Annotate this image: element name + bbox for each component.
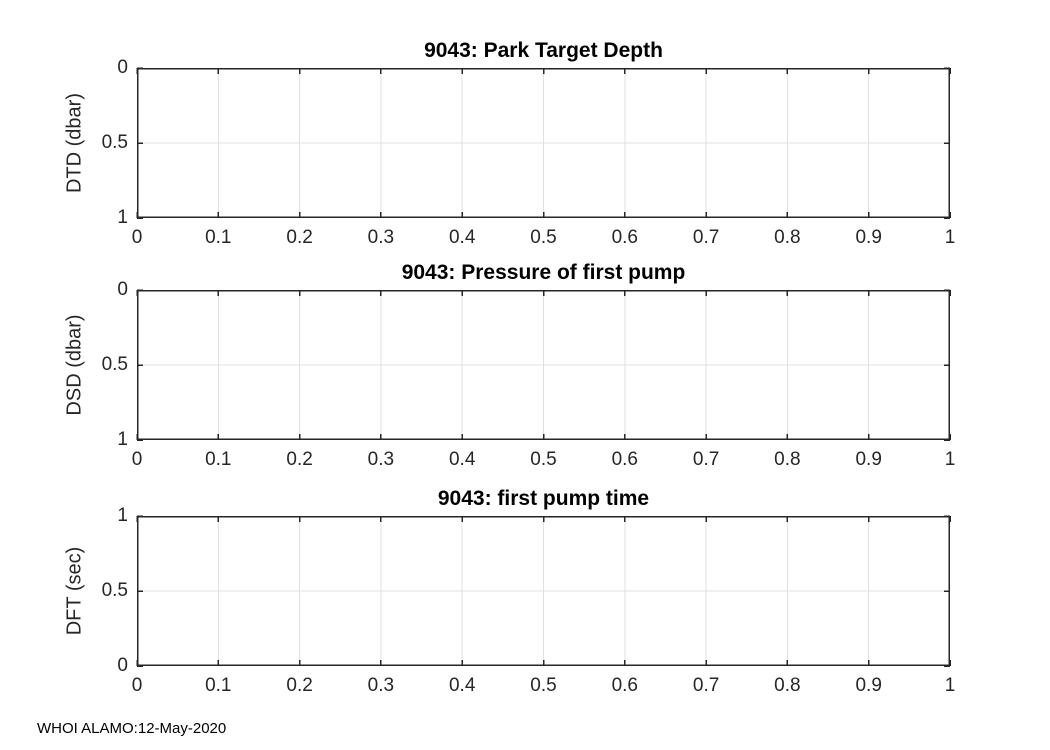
x-tick-label: 0.3 xyxy=(367,227,395,248)
plot-area xyxy=(136,515,951,667)
plot-title: 9043: Pressure of first pump xyxy=(401,260,686,284)
y-tick-label: 0 xyxy=(117,57,128,78)
y-tick-labels: 0 0.5 1 xyxy=(68,279,128,450)
x-tick-label: 0.6 xyxy=(611,449,639,470)
x-tick-label: 0.1 xyxy=(205,675,232,696)
y-tick-labels: 0 0.5 1 xyxy=(68,505,128,676)
x-tick-label: 0 xyxy=(131,675,143,696)
y-tick-label: 0.5 xyxy=(101,354,128,375)
x-tick-label: 1 xyxy=(944,449,956,470)
x-tick-label: 0.9 xyxy=(855,675,882,696)
x-tick-label: 0.1 xyxy=(205,227,232,248)
subplot-park-target-depth: 9043: Park Target Depth DTD (dbar) 0 0.5 1… xyxy=(64,39,956,248)
x-tick-label: 0.5 xyxy=(530,449,557,470)
y-tick-label: 0.5 xyxy=(101,132,128,153)
x-tick-label: 0.8 xyxy=(774,449,801,470)
x-tick-label: 0 xyxy=(131,227,143,248)
y-tick-label: 1 xyxy=(117,429,128,450)
plot-title: 9043: Park Target Depth xyxy=(424,38,663,62)
y-tick-label: 0.5 xyxy=(101,580,128,601)
x-tick-label: 0 xyxy=(131,449,143,470)
x-tick-label: 0.2 xyxy=(286,449,313,470)
x-tick-label: 0.2 xyxy=(286,227,313,248)
x-tick-labels: 0 0.1 0.2 0.3 0.4 0.5 0.6 0.7 0.8 0.9 1 xyxy=(132,449,956,473)
y-tick-label: 1 xyxy=(117,207,128,228)
x-tick-label: 1 xyxy=(944,675,956,696)
x-tick-label: 0.4 xyxy=(448,449,476,470)
y-tick-labels: 0 0.5 1 xyxy=(68,57,128,228)
x-tick-label: 0.3 xyxy=(367,675,395,696)
y-tick-label: 0 xyxy=(117,655,128,676)
x-tick-label: 0.3 xyxy=(367,449,395,470)
x-tick-label: 0.2 xyxy=(286,675,313,696)
x-tick-labels: 0 0.1 0.2 0.3 0.4 0.5 0.6 0.7 0.8 0.9 1 xyxy=(132,675,956,699)
x-tick-label: 0.6 xyxy=(611,227,639,248)
x-tick-label: 0.4 xyxy=(448,675,476,696)
x-tick-label: 0.1 xyxy=(205,449,232,470)
x-tick-label: 0.7 xyxy=(692,449,720,470)
plot-area xyxy=(136,67,951,219)
x-tick-label: 0.7 xyxy=(692,227,720,248)
plot-title: 9043: first pump time xyxy=(437,486,650,510)
y-tick-label: 0 xyxy=(117,279,128,300)
x-tick-label: 0.4 xyxy=(448,227,476,248)
y-tick-label: 1 xyxy=(117,505,128,526)
x-tick-label: 0.9 xyxy=(855,227,882,248)
x-tick-label: 0.5 xyxy=(530,675,557,696)
plot-area xyxy=(136,289,951,441)
watermark-text: WHOI ALAMO:12-May-2020 xyxy=(37,720,227,737)
x-tick-label: 0.7 xyxy=(692,675,720,696)
x-tick-label: 0.5 xyxy=(530,227,557,248)
x-tick-labels: 0 0.1 0.2 0.3 0.4 0.5 0.6 0.7 0.8 0.9 1 xyxy=(132,227,956,251)
x-tick-label: 0.8 xyxy=(774,675,801,696)
x-tick-label: 0.9 xyxy=(855,449,882,470)
x-tick-label: 0.8 xyxy=(774,227,801,248)
x-tick-label: 0.6 xyxy=(611,675,639,696)
x-tick-label: 1 xyxy=(944,227,956,248)
subplot-pressure-first-pump: 9043: Pressure of first pump DSD (dbar) … xyxy=(64,261,956,470)
